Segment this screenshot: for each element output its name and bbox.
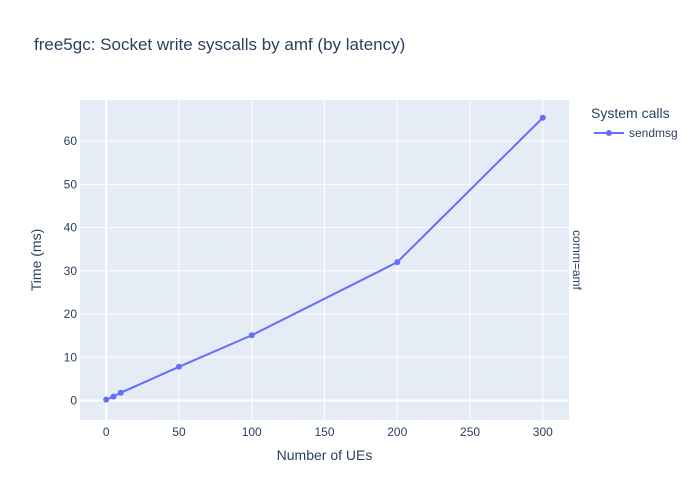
- y-tick-labels: 0 10 20 30 40 50 60: [64, 134, 78, 407]
- x-tick-labels: 0 50 100 150 200 250 300: [103, 425, 553, 439]
- x-tick-label: 200: [387, 425, 407, 439]
- legend[interactable]: System calls sendmsg: [591, 105, 678, 140]
- data-point[interactable]: [117, 389, 124, 396]
- y-tick-label: 0: [70, 394, 77, 408]
- y-tick-label: 20: [64, 307, 78, 321]
- data-point[interactable]: [175, 363, 182, 370]
- zero-lines: [80, 100, 569, 420]
- x-tick-label: 50: [172, 425, 186, 439]
- facet-label: comm=amf: [570, 230, 584, 290]
- data-point[interactable]: [248, 332, 255, 339]
- data-point[interactable]: [539, 114, 546, 121]
- series-layer: [103, 114, 546, 403]
- x-axis-title: Number of UEs: [277, 447, 373, 463]
- x-tick-label: 100: [242, 425, 262, 439]
- y-tick-label: 30: [64, 264, 78, 278]
- y-tick-label: 60: [64, 134, 78, 148]
- gridlines: [80, 100, 569, 420]
- data-point[interactable]: [103, 396, 110, 403]
- legend-items[interactable]: sendmsg: [594, 126, 678, 140]
- x-tick-label: 150: [314, 425, 334, 439]
- y-tick-label: 50: [64, 177, 78, 191]
- x-tick-label: 300: [533, 425, 553, 439]
- legend-item-sendmsg[interactable]: sendmsg: [594, 126, 678, 140]
- x-tick-label: 250: [460, 425, 480, 439]
- y-tick-label: 40: [64, 221, 78, 235]
- chart-title: free5gc: Socket write syscalls by amf (b…: [34, 35, 405, 54]
- data-point[interactable]: [394, 259, 401, 266]
- legend-title: System calls: [591, 105, 670, 121]
- x-tick-label: 0: [103, 425, 110, 439]
- data-point[interactable]: [110, 393, 117, 400]
- legend-label: sendmsg: [629, 126, 678, 140]
- legend-marker-swatch: [606, 130, 612, 136]
- y-tick-label: 10: [64, 350, 78, 364]
- y-axis-title: Time (ms): [28, 229, 44, 291]
